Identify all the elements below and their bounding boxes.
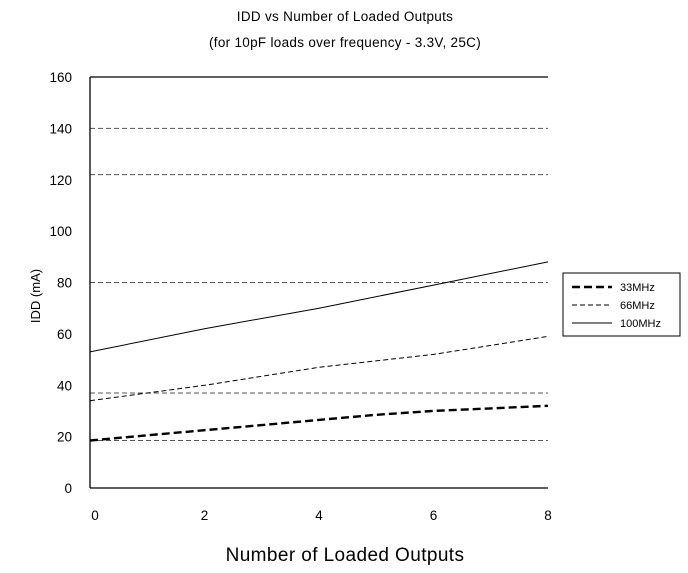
legend-label-100mhz: 100MHz: [620, 318, 661, 330]
legend-label-66mhz: 66MHz: [620, 300, 655, 312]
y-tick-label: 60: [57, 327, 72, 342]
chart-subtitle: (for 10pF loads over frequency - 3.3V, 2…: [209, 35, 481, 50]
series-lines: [89, 261, 549, 442]
x-tick-label: 4: [315, 508, 323, 523]
x-axis-title: Number of Loaded Outputs: [226, 545, 465, 566]
chart-title: IDD vs Number of Loaded Outputs: [237, 9, 453, 24]
x-tick-label: 2: [201, 508, 209, 523]
legend-label-33mhz: 33MHz: [620, 282, 655, 294]
y-tick-label: 160: [49, 70, 72, 85]
y-tick-label: 0: [64, 481, 72, 496]
y-tick-label: 40: [57, 378, 72, 393]
x-tick-label: 0: [91, 508, 99, 523]
y-axis-title: IDD (mA): [28, 269, 43, 323]
y-tick-label: 80: [57, 276, 72, 291]
x-tick-labels: 0 2 4 6 8: [91, 508, 552, 523]
series-line-33mhz: [89, 404, 549, 442]
legend: 33MHz 66MHz 100MHz: [562, 272, 681, 337]
x-tick-label: 8: [544, 508, 552, 523]
y-tick-label: 120: [49, 173, 72, 188]
series-line-100mhz: [89, 261, 549, 353]
y-tick-labels: 0 20 40 60 80 100 120 140 160: [49, 70, 72, 496]
y-tick-label: 20: [57, 430, 72, 445]
series-line-66mhz: [89, 335, 549, 402]
x-tick-label: 6: [430, 508, 438, 523]
grid-lines: [90, 127, 548, 441]
y-tick-label: 140: [49, 121, 72, 136]
y-tick-label: 100: [49, 224, 72, 239]
